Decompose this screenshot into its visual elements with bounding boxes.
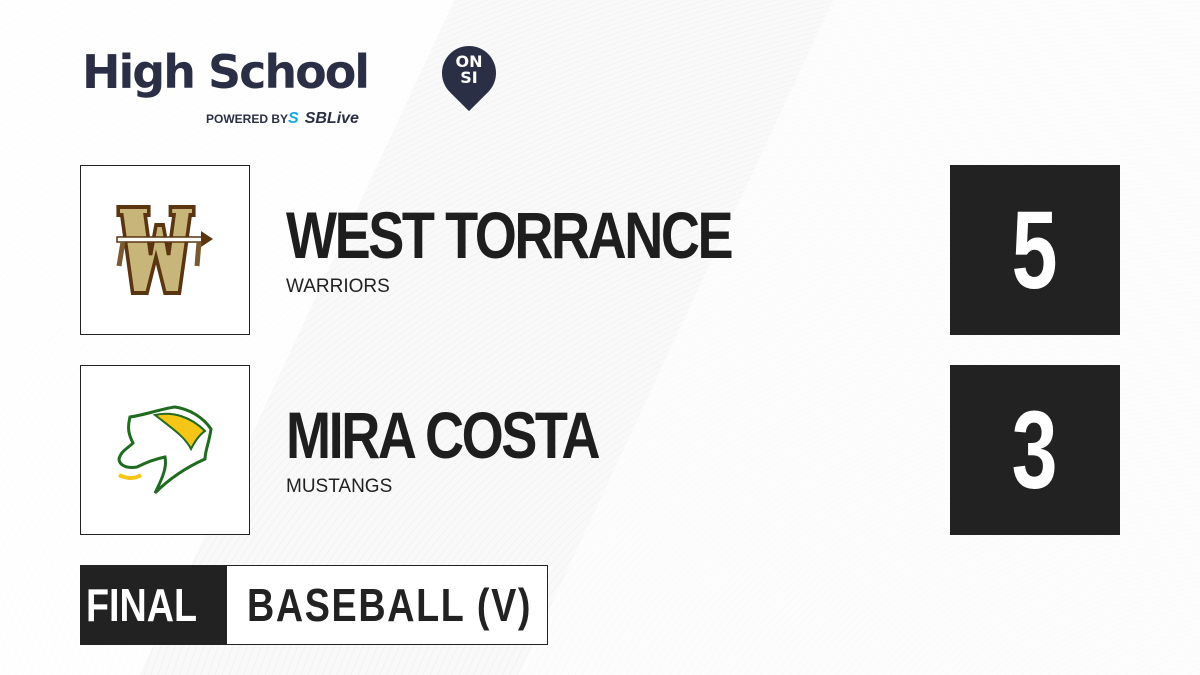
status-label: FINAL: [86, 579, 198, 631]
score-value: 3: [1012, 388, 1058, 512]
game-status-bar: FINAL BASEBALL (V): [80, 565, 548, 645]
team-logo-west-torrance: [80, 165, 250, 335]
sport-label: BASEBALL (V): [227, 566, 547, 644]
brand-title: High School: [82, 45, 370, 99]
final-status-badge: FINAL: [81, 566, 227, 644]
sport-text: BASEBALL (V): [247, 579, 533, 631]
warriors-w-arrow-logo-icon: [116, 205, 213, 295]
score-value: 5: [1012, 188, 1058, 312]
sblive-s-icon: S: [288, 110, 299, 127]
badge-line-2: SI: [460, 68, 478, 87]
mustang-head-logo-icon: [117, 405, 213, 495]
team-mascot: MUSTANGS: [286, 476, 393, 497]
team-logo-mira-costa: [80, 365, 250, 535]
pin-badge: ON SI: [452, 54, 486, 86]
powered-by-label: POWERED BY: [206, 112, 289, 126]
team-west-torrance: WEST TORRANCE WARRIORS: [286, 200, 829, 298]
team-mira-costa: MIRA COSTA MUSTANGS: [286, 400, 667, 498]
team-name: MIRA COSTA: [286, 398, 601, 472]
high-school-on-si-logo: High School ON SI POWERED BYS SBLive: [82, 34, 508, 127]
team-mascot: WARRIORS: [286, 276, 390, 297]
sblive-logo: SBLive: [304, 110, 359, 127]
score-west-torrance: 5: [950, 165, 1120, 335]
powered-by: POWERED BYS SBLive: [206, 110, 359, 128]
team-name: WEST TORRANCE: [286, 198, 734, 272]
score-mira-costa: 3: [950, 365, 1120, 535]
badge-line-1: ON: [455, 52, 483, 71]
